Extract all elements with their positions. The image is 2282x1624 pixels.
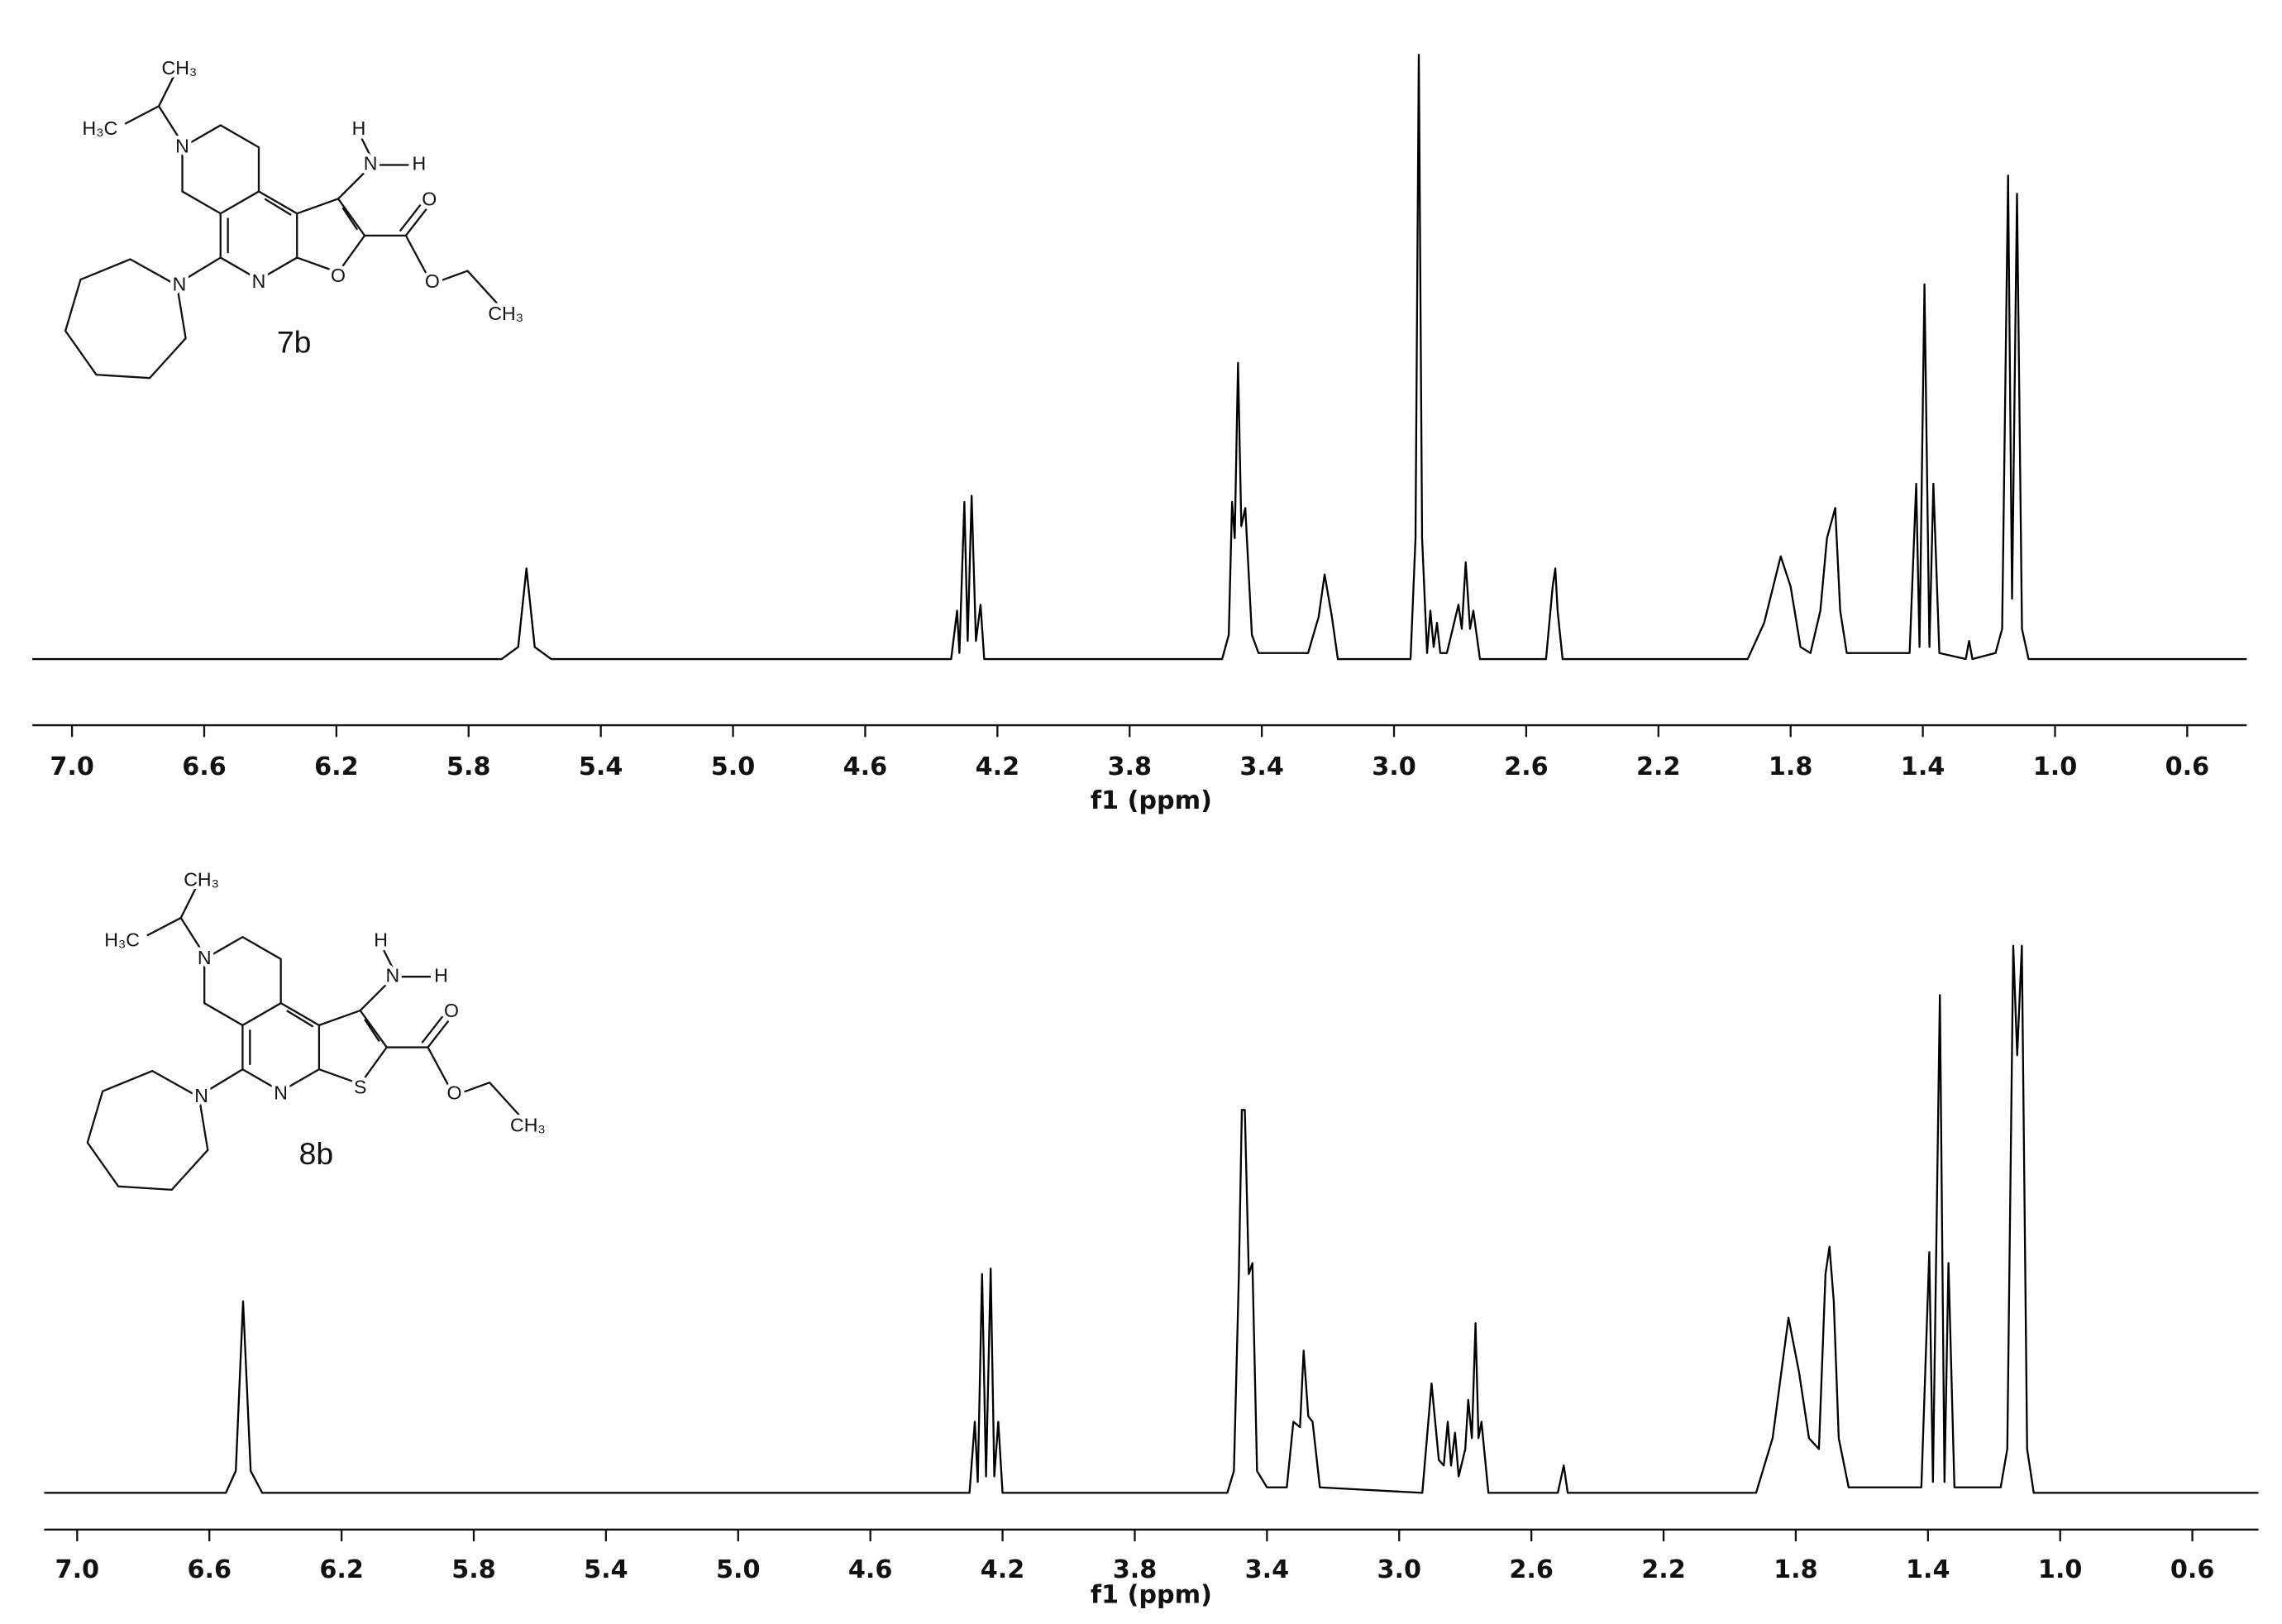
atom-label: O: [444, 1000, 459, 1021]
x-tick-label: 1.0: [2033, 752, 2078, 781]
x-tick-label: 3.0: [1377, 1555, 1421, 1584]
compound-label: 8b: [299, 1136, 334, 1171]
x-tick-label: 5.0: [711, 752, 756, 781]
x-axis-title: f1 (ppm): [1091, 786, 1212, 815]
atom-label: CH₃: [510, 1115, 546, 1136]
x-tick-label: 7.0: [50, 752, 94, 781]
spectrum-line: [32, 53, 2247, 661]
x-tick-label: 1.4: [1906, 1555, 1950, 1584]
x-tick-label: 0.6: [2165, 752, 2210, 781]
x-tick-label: 5.4: [584, 1555, 628, 1584]
atom-label: H: [434, 964, 448, 986]
x-tick-label: 4.6: [843, 752, 888, 781]
x-tick-label: 1.8: [1769, 752, 1813, 781]
x-tick-label: 7.0: [55, 1555, 100, 1584]
atom-label: O: [425, 270, 440, 292]
x-tick-label: 3.8: [1107, 752, 1152, 781]
atom-label: H: [374, 929, 388, 951]
atom-label: O: [331, 265, 346, 286]
spectrum-line: [44, 944, 2259, 1494]
x-tick-label: 6.6: [187, 1555, 232, 1584]
atom-label: N: [173, 273, 187, 294]
atom-label: O: [422, 188, 437, 209]
x-tick-label: 3.0: [1372, 752, 1416, 781]
atom-label: N: [252, 270, 266, 292]
atom-label: N: [364, 153, 378, 174]
atom-label: CH₃: [162, 57, 198, 79]
x-tick-label: 3.8: [1113, 1555, 1158, 1584]
x-tick-label: 2.6: [1509, 1555, 1554, 1584]
x-tick-label: 5.0: [716, 1555, 761, 1584]
x-tick-label: 4.2: [976, 752, 1020, 781]
x-tick-label: 1.4: [1901, 752, 1945, 781]
x-tick-label: 2.2: [1641, 1555, 1686, 1584]
x-axis-title: f1 (ppm): [1091, 1580, 1212, 1609]
atom-label: N: [175, 135, 189, 156]
x-tick-label: 6.2: [319, 1555, 364, 1584]
x-tick-label: 2.6: [1504, 752, 1549, 781]
x-tick-label: 4.6: [848, 1555, 893, 1584]
x-tick-label: 5.4: [579, 752, 623, 781]
atom-label: S: [354, 1076, 366, 1097]
atom-label: H₃C: [104, 929, 140, 951]
x-tick-label: 2.2: [1636, 752, 1681, 781]
x-tick-label: 4.2: [981, 1555, 1025, 1584]
x-tick-label: 6.6: [182, 752, 227, 781]
x-tick-label: 3.4: [1245, 1555, 1290, 1584]
atom-label: H: [412, 153, 426, 174]
x-tick-label: 1.0: [2038, 1555, 2083, 1584]
atom-label: N: [198, 947, 212, 968]
atom-label: H: [352, 117, 366, 139]
atom-label: CH₃: [184, 869, 219, 891]
x-tick-label: 5.8: [451, 1555, 496, 1584]
atom-label: O: [447, 1082, 462, 1104]
atom-label: H₃C: [83, 117, 118, 139]
x-tick-label: 6.2: [314, 752, 359, 781]
x-tick-label: 3.4: [1239, 752, 1284, 781]
x-tick-label: 1.8: [1774, 1555, 1818, 1584]
atom-label: N: [194, 1085, 208, 1106]
x-tick-label: 5.8: [446, 752, 491, 781]
atom-label: N: [385, 964, 399, 986]
compound-label: 7b: [277, 324, 312, 359]
atom-label: N: [274, 1082, 288, 1104]
atom-label: CH₃: [488, 303, 523, 324]
x-tick-label: 0.6: [2170, 1555, 2215, 1584]
